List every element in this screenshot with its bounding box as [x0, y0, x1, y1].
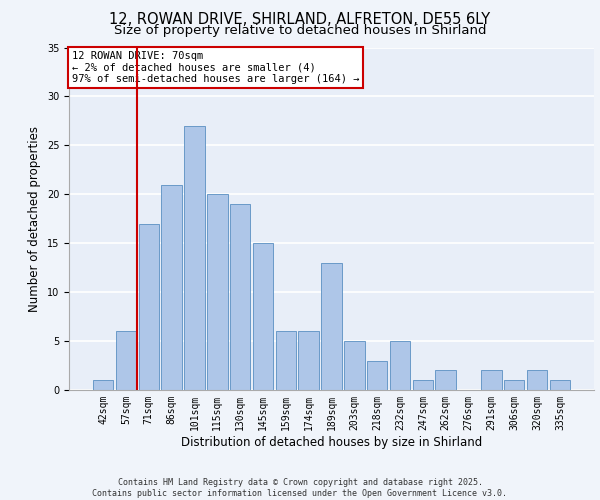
- Bar: [253, 243, 273, 390]
- Bar: [390, 341, 410, 390]
- Bar: [275, 332, 296, 390]
- Bar: [139, 224, 159, 390]
- Text: 12 ROWAN DRIVE: 70sqm
← 2% of detached houses are smaller (4)
97% of semi-detach: 12 ROWAN DRIVE: 70sqm ← 2% of detached h…: [71, 51, 359, 84]
- Bar: [367, 360, 388, 390]
- Bar: [527, 370, 547, 390]
- Bar: [207, 194, 227, 390]
- Text: Size of property relative to detached houses in Shirland: Size of property relative to detached ho…: [114, 24, 486, 37]
- Bar: [481, 370, 502, 390]
- Bar: [116, 332, 136, 390]
- Bar: [344, 341, 365, 390]
- Bar: [230, 204, 250, 390]
- Y-axis label: Number of detached properties: Number of detached properties: [28, 126, 41, 312]
- Bar: [413, 380, 433, 390]
- Bar: [298, 332, 319, 390]
- Text: Contains HM Land Registry data © Crown copyright and database right 2025.
Contai: Contains HM Land Registry data © Crown c…: [92, 478, 508, 498]
- Bar: [436, 370, 456, 390]
- X-axis label: Distribution of detached houses by size in Shirland: Distribution of detached houses by size …: [181, 436, 482, 448]
- Text: 12, ROWAN DRIVE, SHIRLAND, ALFRETON, DE55 6LY: 12, ROWAN DRIVE, SHIRLAND, ALFRETON, DE5…: [109, 12, 491, 28]
- Bar: [550, 380, 570, 390]
- Bar: [161, 184, 182, 390]
- Bar: [184, 126, 205, 390]
- Bar: [93, 380, 113, 390]
- Bar: [321, 263, 342, 390]
- Bar: [504, 380, 524, 390]
